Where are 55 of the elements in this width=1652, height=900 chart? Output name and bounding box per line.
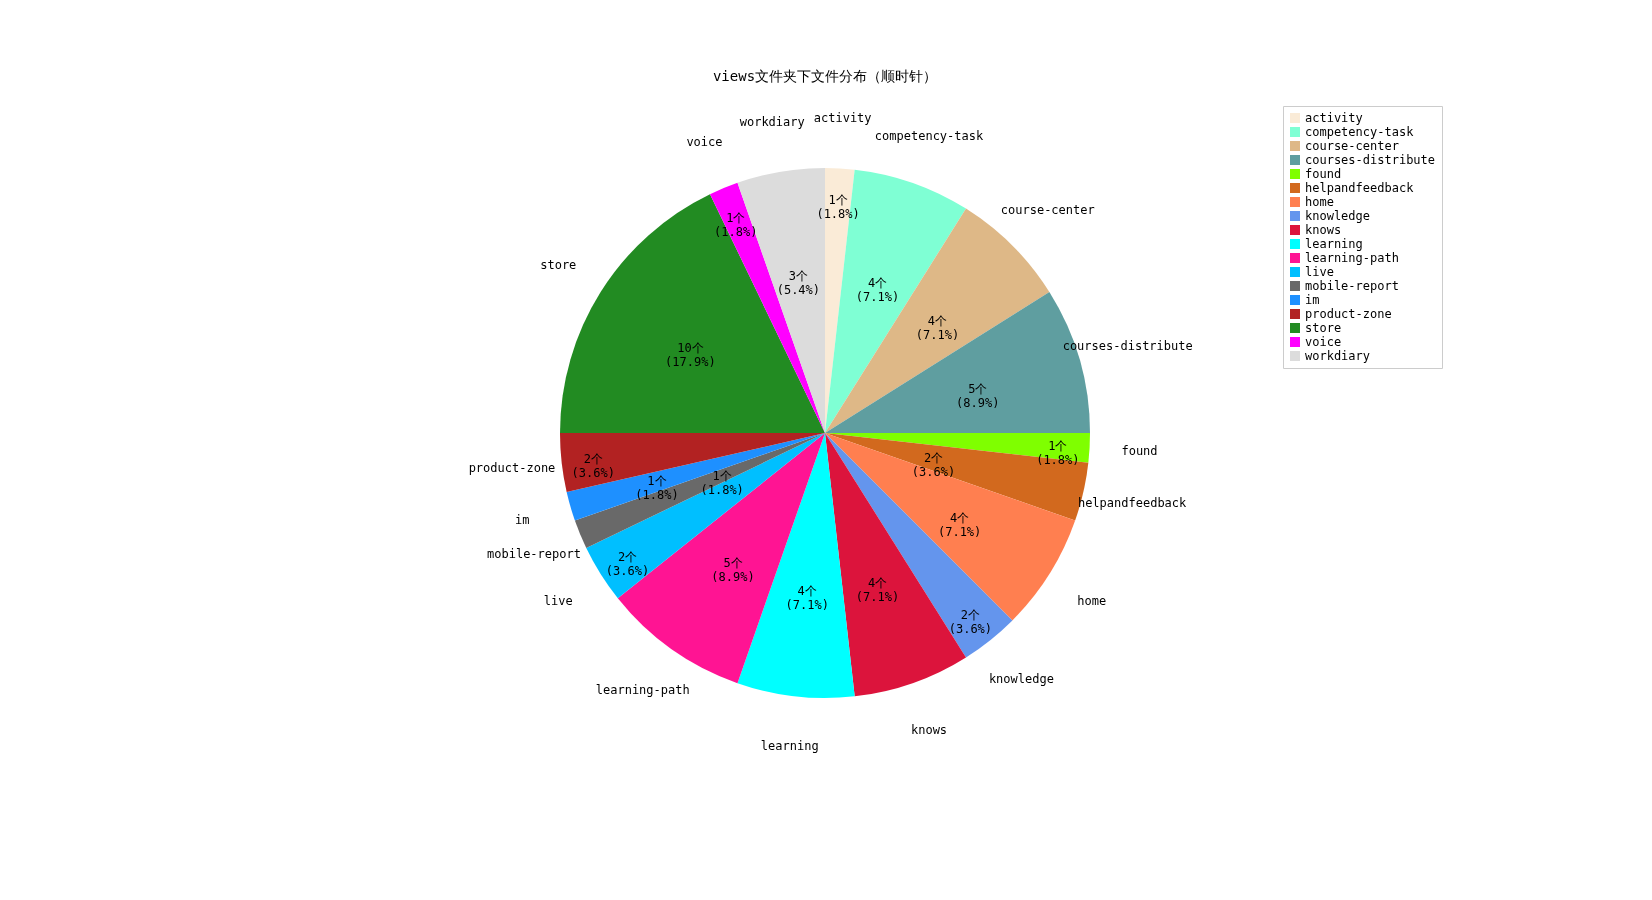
data-label: 4个 (7.1%) xyxy=(855,275,900,304)
legend-label: competency-task xyxy=(1305,125,1415,139)
slice-label: course-center xyxy=(1000,203,1095,218)
data-label: 1个 (1.8%) xyxy=(700,468,744,497)
slice-label: home xyxy=(1077,593,1107,608)
legend-label: live xyxy=(1305,265,1334,279)
slice-label: product-zone xyxy=(468,461,556,476)
slice-label: learning-path xyxy=(595,682,690,697)
legend-label: voice xyxy=(1305,335,1342,349)
legend-label: found xyxy=(1305,167,1342,181)
pie-slice xyxy=(825,433,1076,621)
slice-label: im xyxy=(515,513,530,528)
legend-label: course-center xyxy=(1305,139,1399,153)
data-label: 3个 (5.4%) xyxy=(776,269,821,298)
pie-slice xyxy=(825,433,1013,658)
chart-title: views文件夹下文件分布（顺时针） xyxy=(712,68,938,84)
slice-label: knowledge xyxy=(988,672,1054,687)
data-label: 2个 (3.6%) xyxy=(605,550,650,579)
data-label: 4个 (7.1%) xyxy=(855,576,900,605)
data-label: 2个 (3.6%) xyxy=(571,452,615,481)
data-label: 5个 (8.9%) xyxy=(711,555,755,584)
legend-label: workdiary xyxy=(1305,349,1371,363)
slice-label: helpandfeedback xyxy=(1077,496,1188,511)
data-label: 2个 (3.6%) xyxy=(911,450,956,479)
slice-label: store xyxy=(540,258,577,273)
legend-label: home xyxy=(1305,195,1334,209)
legend-label: learning-path xyxy=(1305,251,1399,265)
data-label: 1个 (1.8%) xyxy=(816,193,860,222)
legend-label: learning xyxy=(1305,237,1363,251)
slice-label: voice xyxy=(686,134,723,149)
legend-label: knows xyxy=(1305,223,1342,237)
data-label: 2个 (3.6%) xyxy=(948,608,993,637)
data-label: 4个 (7.1%) xyxy=(915,313,960,342)
data-label: 5个 (8.9%) xyxy=(956,381,1000,410)
slice-label: found xyxy=(1121,443,1158,458)
category-label: activity xyxy=(813,111,872,126)
slice-label: competency-task xyxy=(874,128,984,143)
slice-label: learning xyxy=(760,739,819,754)
legend-label: store xyxy=(1305,321,1342,335)
data-label: 4个 (7.1%) xyxy=(785,584,829,612)
pie-slice xyxy=(574,433,825,548)
legend-label: knowledge xyxy=(1305,209,1371,223)
legend-label: helpandfeedback xyxy=(1305,181,1415,195)
slice-label: workdiary xyxy=(739,115,805,130)
legend-label: product-zone xyxy=(1305,307,1392,321)
legend-label: im xyxy=(1305,293,1320,307)
data-label: 10个 (17.9%) xyxy=(665,341,716,370)
data-label: 4个 (7.1%) xyxy=(937,510,982,539)
legend-label: activity xyxy=(1305,111,1363,125)
slice-label: mobile-report xyxy=(487,546,581,561)
slice-label: knows xyxy=(910,723,948,738)
legend-label: mobile-report xyxy=(1305,279,1399,293)
slice-label: live xyxy=(543,593,573,608)
pie-slice xyxy=(566,433,825,521)
legend-label: courses-distribute xyxy=(1305,153,1436,167)
